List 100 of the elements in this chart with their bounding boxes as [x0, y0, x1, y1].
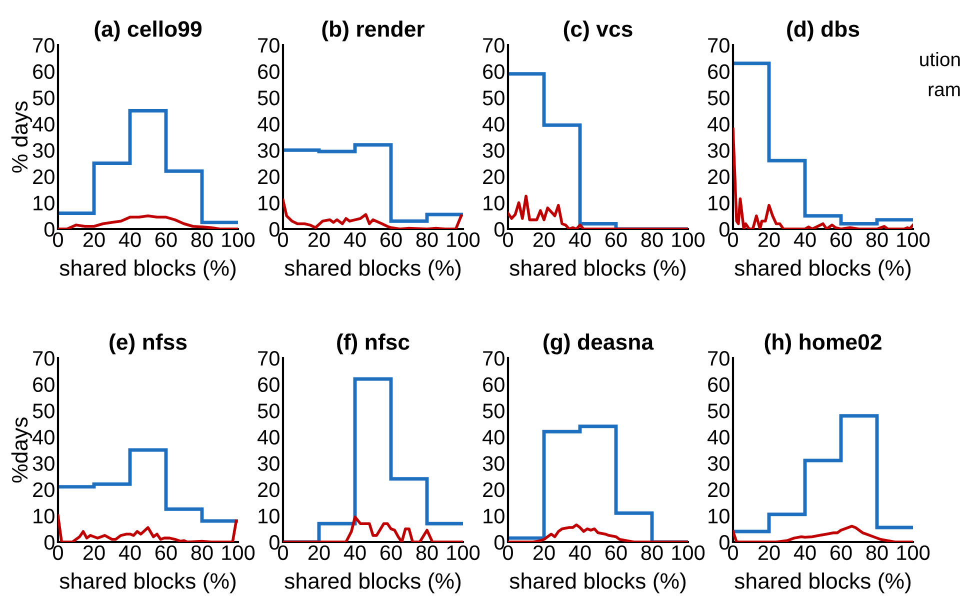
- y-tick-label: 30: [708, 143, 730, 158]
- y-tick-label: 70: [483, 38, 504, 53]
- x-tick-label: 80: [416, 545, 438, 560]
- x-axis-title: shared blocks (%): [734, 260, 911, 280]
- y-tick-label: 40: [258, 116, 280, 132]
- x-tick-label: 80: [866, 232, 888, 248]
- y-tick-label: 40: [708, 116, 730, 132]
- x-axis-title: shared blocks (%): [284, 260, 461, 280]
- chart-title: (h) home02: [764, 334, 882, 354]
- x-tick-label: 20: [83, 232, 105, 248]
- y-tick-label: 60: [33, 377, 54, 392]
- y-tick-label: 60: [258, 377, 280, 392]
- y-tick-label: 30: [32, 456, 54, 471]
- y-tick-label: 0: [719, 222, 730, 237]
- chart-title: (b) render: [322, 20, 425, 42]
- x-axis-title: shared blocks (%): [510, 572, 686, 594]
- y-tick-label: 40: [32, 430, 54, 445]
- y-tick-label: 10: [484, 196, 504, 210]
- y-tick-label: 0: [494, 222, 504, 237]
- x-tick-label: 100: [672, 545, 705, 560]
- y-tick-label: 10: [484, 508, 504, 524]
- x-tick-label: 20: [758, 545, 780, 560]
- x-tick-label: 20: [533, 545, 555, 560]
- y-tick-label: 0: [494, 535, 504, 550]
- y-tick-label: 40: [32, 116, 54, 132]
- x-tick-label: 60: [155, 232, 177, 248]
- x-tick-label: 80: [641, 545, 663, 560]
- y-tick-label: 70: [708, 38, 730, 53]
- y-tick-label: 20: [33, 482, 54, 498]
- y-tick-label: 20: [258, 482, 280, 498]
- y-tick-label: 20: [708, 169, 730, 184]
- x-tick-label: 80: [866, 545, 888, 560]
- x-tick-label: 60: [605, 232, 627, 248]
- y-tick-label: 0: [719, 535, 730, 550]
- y-tick-label: 60: [258, 64, 280, 80]
- y-tick-label: 70: [258, 351, 280, 366]
- x-tick-label: 100: [222, 545, 255, 560]
- y-tick-label: 50: [258, 404, 280, 418]
- y-axis-title: % days: [11, 101, 32, 173]
- x-tick-label: 80: [416, 232, 438, 248]
- x-tick-label: 20: [533, 232, 555, 248]
- y-tick-label: 50: [258, 90, 280, 106]
- y-tick-label: 60: [33, 64, 54, 80]
- x-tick-label: 20: [308, 545, 330, 560]
- y-tick-label: 70: [708, 351, 730, 366]
- y-tick-label: 20: [33, 169, 54, 184]
- y-tick-label: 40: [482, 430, 504, 445]
- y-tick-label: 50: [708, 404, 730, 418]
- chart-title: (d) dbs: [787, 20, 860, 42]
- y-tick-label: 0: [269, 535, 280, 550]
- y-tick-label: 30: [258, 143, 280, 158]
- x-axis-title: shared blocks (%): [60, 572, 236, 594]
- y-tick-label: 20: [708, 482, 730, 498]
- y-tick-label: 10: [34, 196, 54, 210]
- y-tick-label: 30: [258, 456, 280, 471]
- x-tick-label: 100: [447, 545, 480, 560]
- x-tick-label: 60: [380, 545, 402, 560]
- y-tick-label: 30: [482, 456, 504, 471]
- y-tick-label: 50: [482, 404, 504, 418]
- y-tick-label: 60: [708, 377, 730, 392]
- y-tick-label: 0: [269, 222, 280, 237]
- x-tick-label: 100: [222, 232, 255, 248]
- x-tick-label: 20: [308, 232, 330, 248]
- x-axis-title: shared blocks (%): [284, 572, 461, 594]
- x-tick-label: 40: [794, 545, 816, 560]
- y-tick-label: 10: [708, 196, 730, 210]
- x-axis-title: shared blocks (%): [734, 572, 911, 594]
- x-axis-title: shared blocks (%): [60, 260, 236, 280]
- x-tick-label: 40: [118, 545, 141, 560]
- y-tick-label: 60: [708, 64, 730, 80]
- text: ution: [920, 52, 960, 66]
- x-tick-label: 40: [118, 232, 141, 248]
- y-tick-label: 40: [708, 430, 730, 445]
- x-tick-label: 40: [794, 232, 816, 248]
- chart-title: (f) nfsc: [337, 334, 410, 354]
- y-tick-label: 60: [483, 377, 504, 392]
- x-tick-label: 60: [380, 232, 402, 248]
- y-tick-label: 10: [34, 508, 54, 524]
- y-tick-label: 20: [483, 169, 504, 184]
- y-tick-label: 30: [32, 143, 54, 158]
- x-tick-label: 40: [568, 545, 591, 560]
- y-tick-label: 10: [258, 196, 280, 210]
- x-tick-label: 100: [897, 232, 930, 248]
- y-tick-label: 10: [258, 508, 280, 524]
- x-tick-label: 60: [605, 545, 627, 560]
- y-tick-label: 30: [708, 456, 730, 471]
- x-tick-label: 20: [83, 545, 105, 560]
- y-tick-label: 40: [482, 116, 504, 132]
- y-tick-label: 60: [483, 64, 504, 80]
- x-tick-label: 100: [447, 232, 480, 248]
- chart-title: (e) nfss: [110, 334, 187, 354]
- x-tick-label: 40: [344, 545, 366, 560]
- y-tick-label: 10: [708, 508, 730, 524]
- x-tick-label: 60: [830, 545, 852, 560]
- x-axis-title: shared blocks (%): [510, 260, 686, 280]
- x-tick-label: 20: [758, 232, 780, 248]
- y-tick-label: 70: [483, 351, 504, 366]
- y-tick-label: 40: [258, 430, 280, 445]
- y-tick-label: 50: [32, 90, 54, 106]
- x-tick-label: 100: [672, 232, 705, 248]
